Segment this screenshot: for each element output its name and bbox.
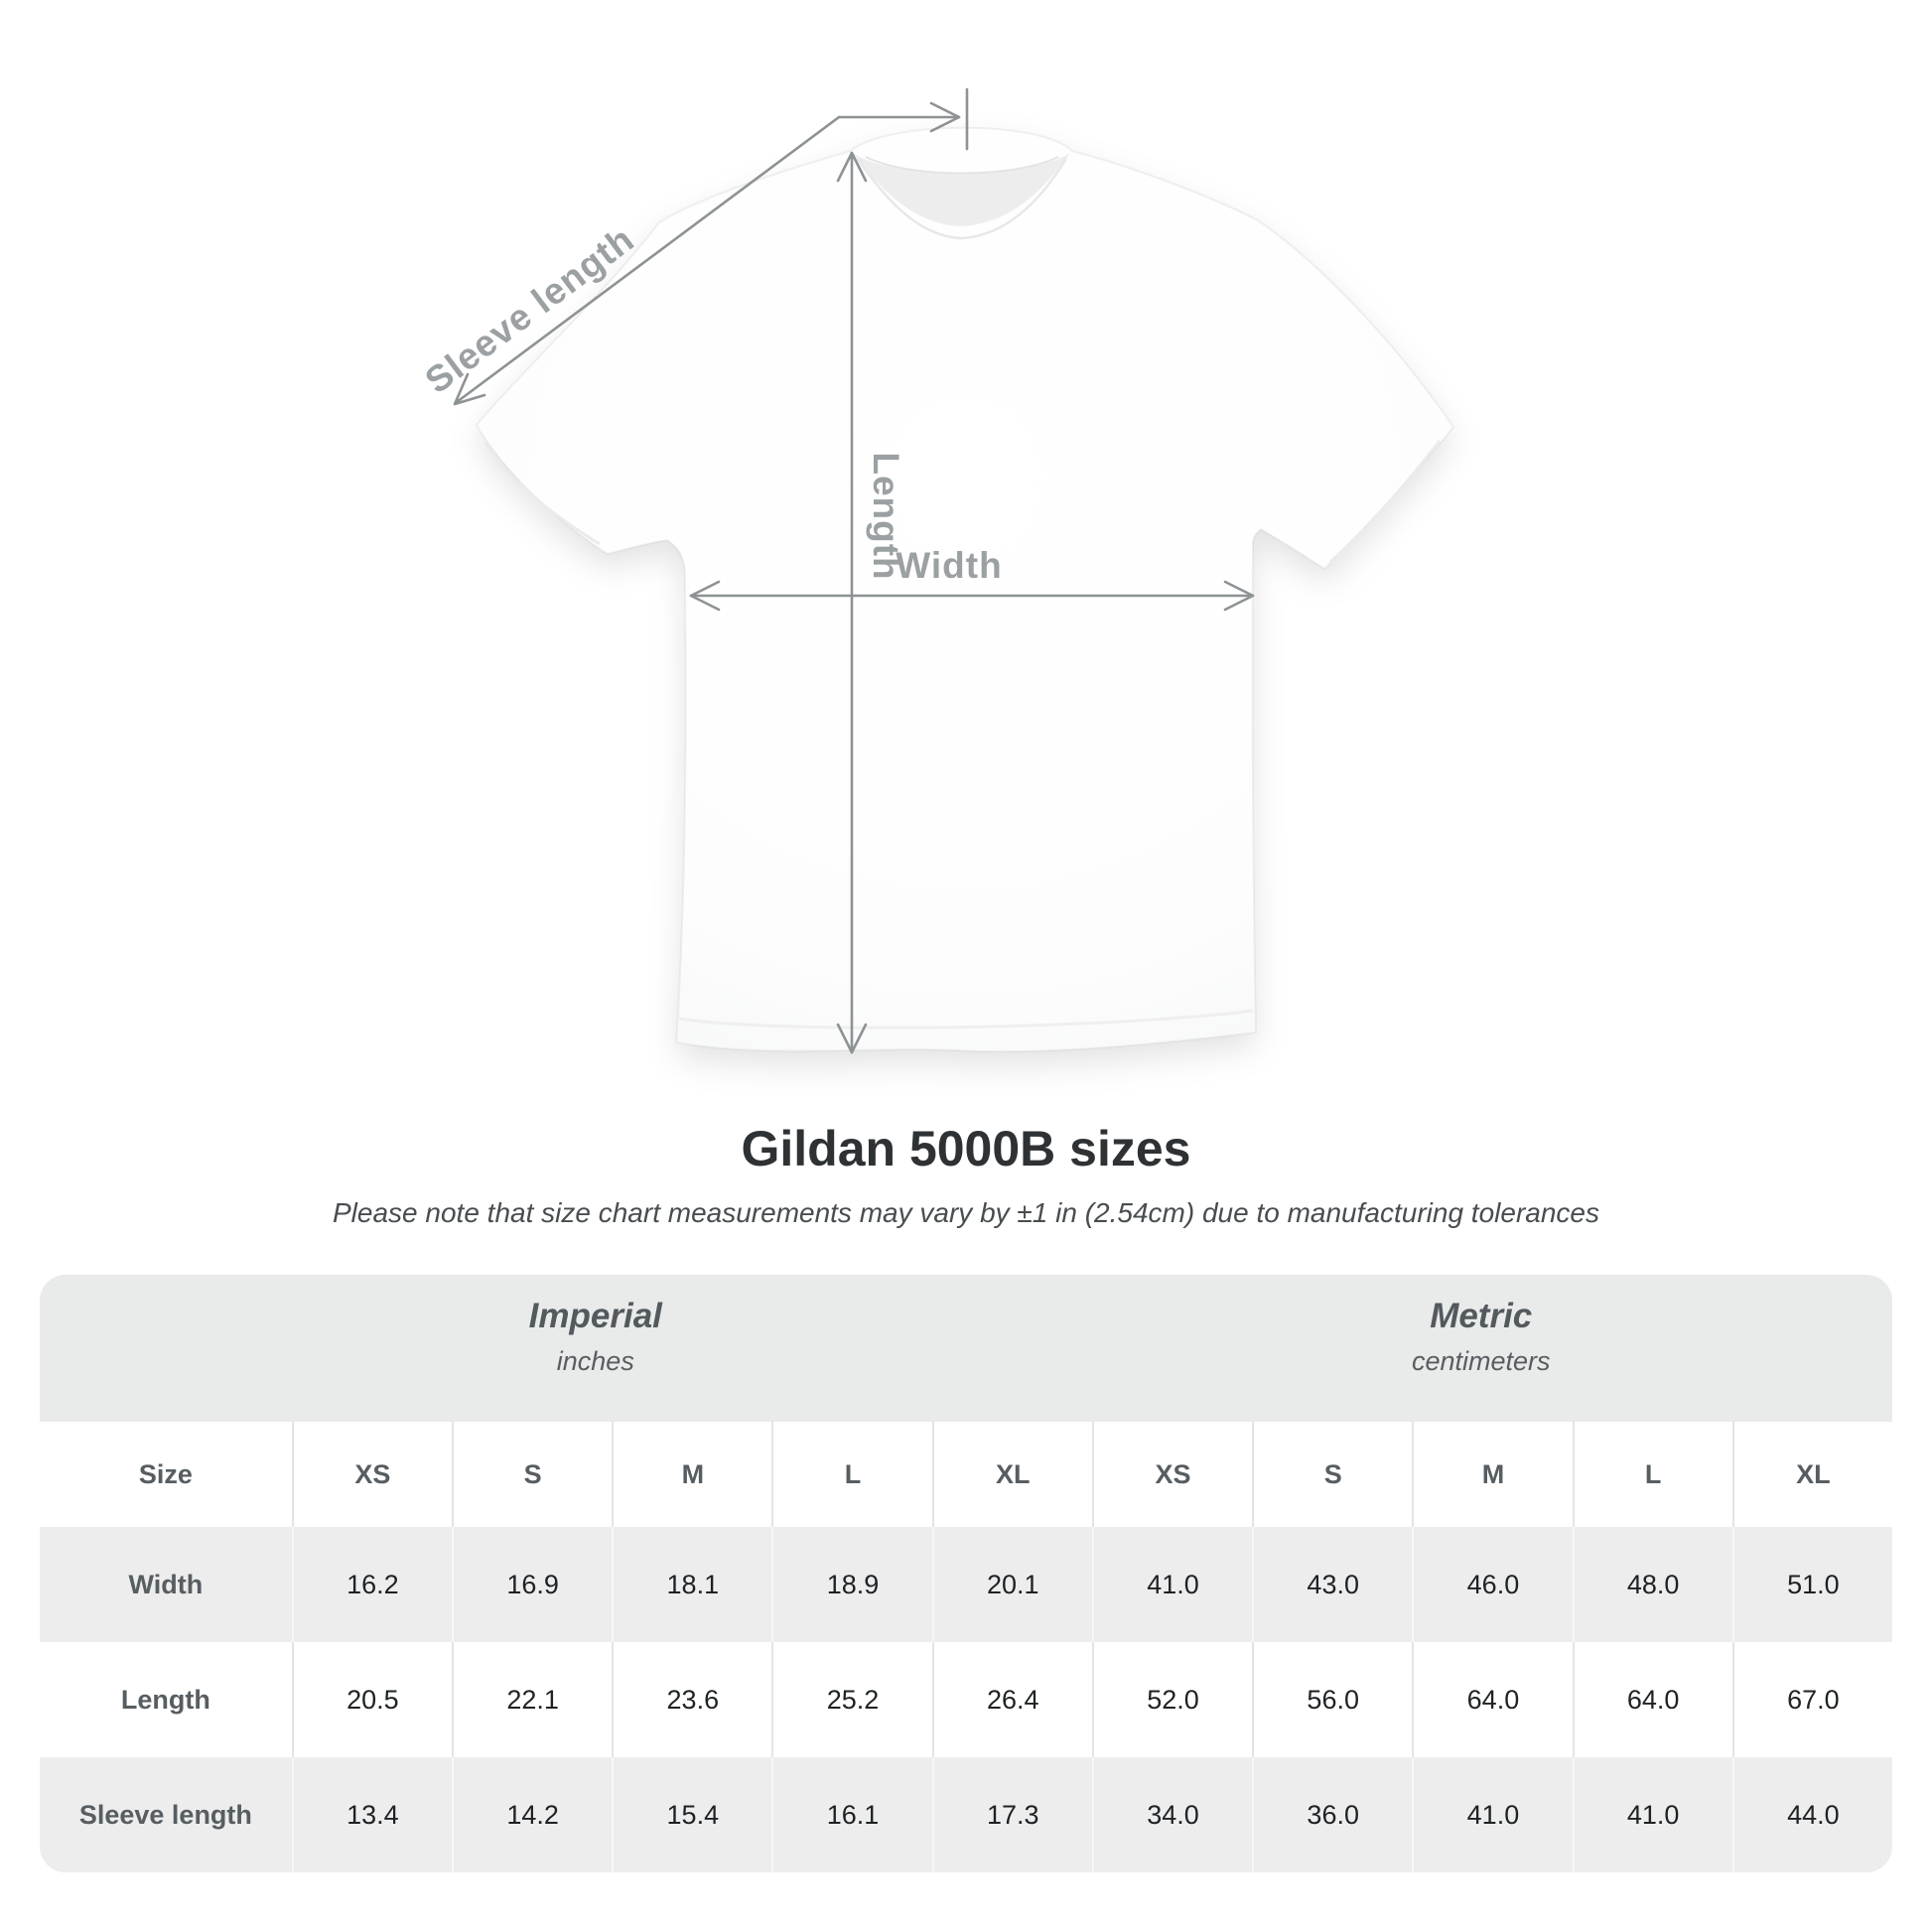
collar-seam (856, 158, 1068, 240)
column-header-cell: XL (1731, 1422, 1892, 1527)
column-header-cell: XL (931, 1422, 1092, 1527)
measurement-row-width: Width 16.2 16.9 18.1 18.9 20.1 41.0 43.0 46.0 48.… (40, 1527, 1892, 1642)
value-cell: 25.2 (771, 1642, 931, 1757)
page-title: Gildan 5000B sizes (741, 1121, 1191, 1176)
value-cell: 36.0 (1252, 1757, 1412, 1872)
right-sleeve-hem-seam (1328, 440, 1442, 564)
value-cell: 34.0 (1091, 1757, 1252, 1872)
value-cell: 23.6 (612, 1642, 771, 1757)
row-label-cell: Width (128, 1569, 204, 1599)
width-arrow (689, 580, 1255, 612)
value-cell: 64.0 (1412, 1642, 1572, 1757)
shoulder-arrowhead (929, 101, 961, 133)
size-header-row: Size XS S M L XL XS S M L XL (40, 1422, 1892, 1527)
value-cell: 20.1 (931, 1527, 1092, 1642)
column-header-cell: S (451, 1422, 612, 1527)
measurement-arrows (453, 87, 1255, 1054)
value-cell: 56.0 (1252, 1642, 1412, 1757)
value-cell: 43.0 (1252, 1527, 1412, 1642)
unit-band: Imperial inches Metric centimeters (40, 1275, 1892, 1422)
column-header-cell: M (1412, 1422, 1572, 1527)
column-header-cell: Size (138, 1458, 193, 1489)
value-cell: 16.2 (291, 1527, 452, 1642)
measurement-row-length: Length 20.5 22.1 23.6 25.2 26.4 52.0 56.0 64.0 64… (40, 1642, 1892, 1757)
length-arrowhead-top (836, 151, 868, 183)
metric-subtitle: centimeters (1411, 1346, 1551, 1376)
value-cell: 46.0 (1412, 1527, 1572, 1642)
size-grid: Size XS S M L XL XS S M L XL Width 16.2 16.9 18.1 18.9 2… (40, 1422, 1892, 1872)
value-cell: 14.2 (451, 1757, 612, 1872)
column-header-cell: L (1572, 1422, 1732, 1527)
value-cell: 16.9 (451, 1527, 612, 1642)
value-cell: 17.3 (931, 1757, 1092, 1872)
length-arrow (836, 151, 868, 1054)
value-cell: 44.0 (1731, 1757, 1892, 1872)
value-cell: 64.0 (1572, 1642, 1732, 1757)
row-label-cell: Length (120, 1684, 210, 1715)
row-label-cell: Sleeve length (78, 1799, 252, 1830)
value-cell: 52.0 (1091, 1642, 1252, 1757)
value-cell: 41.0 (1572, 1757, 1732, 1872)
value-cell: 51.0 (1731, 1527, 1892, 1642)
value-cell: 18.9 (771, 1527, 931, 1642)
width-label: Width (896, 545, 1002, 586)
value-cell: 22.1 (451, 1642, 612, 1757)
metric-title: Metric (1430, 1297, 1533, 1335)
value-cell: 18.1 (612, 1527, 771, 1642)
tshirt-measurement-diagram: Sleeve length Length Width (418, 87, 1455, 1054)
tolerance-note: Please note that size chart measurements… (333, 1197, 1599, 1228)
width-arrowhead-left (689, 580, 721, 612)
collar-inner-line (865, 156, 1059, 175)
tshirt-silhouette (475, 126, 1455, 1053)
imperial-subtitle: inches (556, 1346, 634, 1376)
size-table: Imperial inches Metric centimeters Size X… (40, 1275, 1892, 1872)
left-sleeve-hem-seam (483, 442, 601, 546)
bottom-hem-seam (678, 1009, 1254, 1030)
sleeve-length-arrow (453, 87, 969, 406)
neck-opening (853, 153, 1070, 226)
value-cell: 16.1 (771, 1757, 931, 1872)
unit-group-imperial: Imperial inches (529, 1297, 662, 1377)
tshirt-illustration (475, 126, 1455, 1053)
column-header-cell: S (1252, 1422, 1412, 1527)
measurement-row-sleeve-length: Sleeve length 13.4 14.2 15.4 16.1 17.3 34.0 36.… (40, 1757, 1892, 1872)
value-cell: 26.4 (931, 1642, 1092, 1757)
imperial-title: Imperial (528, 1297, 662, 1335)
width-arrowhead-right (1223, 580, 1255, 612)
column-header-cell: L (771, 1422, 931, 1527)
column-header-cell: XS (291, 1422, 452, 1527)
length-arrowhead-bottom (836, 1023, 868, 1054)
value-cell: 48.0 (1572, 1527, 1732, 1642)
value-cell: 67.0 (1731, 1642, 1892, 1757)
sleeve-arrowhead (453, 372, 486, 406)
value-cell: 41.0 (1091, 1527, 1252, 1642)
value-cell: 13.4 (291, 1757, 452, 1872)
unit-group-metric: Metric centimeters (1412, 1297, 1551, 1377)
value-cell: 15.4 (612, 1757, 771, 1872)
value-cell: 41.0 (1412, 1757, 1572, 1872)
column-header-cell: M (612, 1422, 771, 1527)
column-header-cell: XS (1091, 1422, 1252, 1527)
length-label: Length (866, 452, 906, 580)
value-cell: 20.5 (291, 1642, 452, 1757)
